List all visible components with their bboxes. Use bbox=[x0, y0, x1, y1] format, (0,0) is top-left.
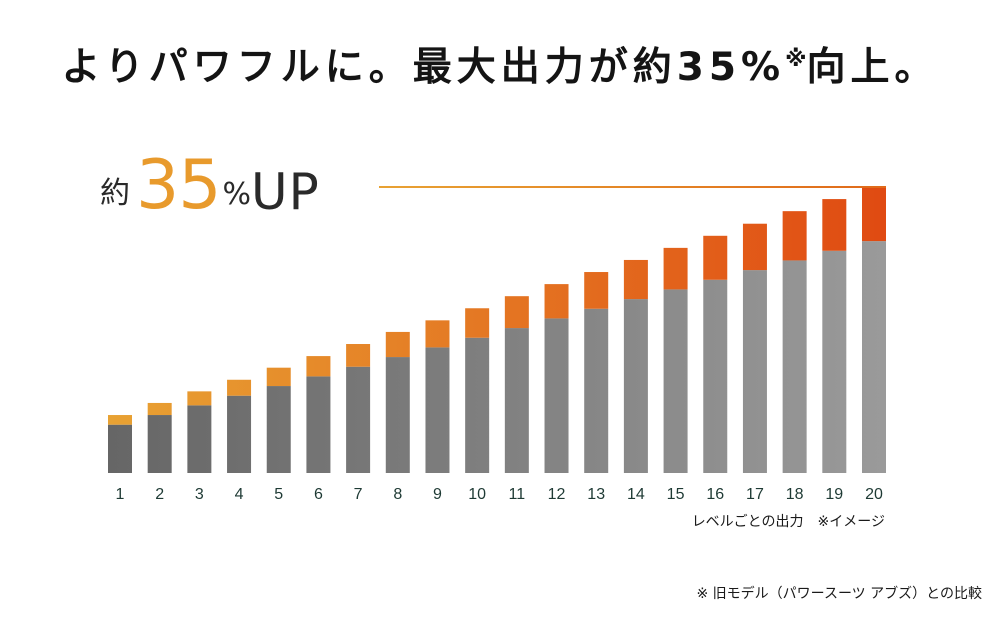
x-tick-label-13: 13 bbox=[587, 486, 605, 503]
bar-increase-level-14 bbox=[623, 259, 648, 300]
bar-increase-level-4 bbox=[227, 379, 252, 396]
bar-old-model-level-14 bbox=[623, 299, 648, 473]
bar-old-model-level-8 bbox=[385, 357, 410, 473]
x-tick-label-2: 2 bbox=[155, 486, 164, 503]
bar-old-model-level-19 bbox=[822, 250, 847, 473]
x-tick-label-6: 6 bbox=[314, 486, 323, 503]
bar-increase-level-13 bbox=[584, 272, 609, 309]
bar-old-model-level-11 bbox=[504, 328, 529, 473]
bar-old-model-level-3 bbox=[187, 405, 212, 473]
comparison-footnote: ※ 旧モデル（パワースーツ アブズ）との比較 bbox=[696, 586, 982, 602]
bar-increase-level-6 bbox=[306, 356, 331, 377]
headline: よりパワフルに。最大出力が約35%※向上。 bbox=[0, 36, 1000, 92]
bar-old-model-level-16 bbox=[703, 279, 728, 473]
x-tick-label-12: 12 bbox=[548, 486, 566, 503]
bar-increase-level-18 bbox=[782, 211, 807, 261]
x-tick-label-7: 7 bbox=[354, 486, 363, 503]
x-tick-label-14: 14 bbox=[627, 486, 645, 503]
x-tick-label-11: 11 bbox=[509, 486, 526, 503]
bar-old-model-level-4 bbox=[227, 395, 252, 473]
x-tick-label-9: 9 bbox=[433, 486, 442, 503]
bar-old-model-level-17 bbox=[742, 270, 767, 473]
bar-old-model-level-12 bbox=[544, 318, 569, 473]
x-tick-label-1: 1 bbox=[116, 486, 125, 503]
headline-footnote-mark: ※ bbox=[785, 47, 807, 72]
x-tick-label-5: 5 bbox=[274, 486, 283, 503]
x-tick-label-4: 4 bbox=[235, 486, 244, 503]
chart-caption: レベルごとの出力 ※イメージ bbox=[691, 514, 885, 530]
bar-increase-level-16 bbox=[703, 235, 728, 280]
bar-old-model-level-13 bbox=[584, 308, 609, 473]
bar-increase-level-1 bbox=[108, 415, 132, 425]
bar-increase-level-7 bbox=[346, 344, 371, 367]
bars-group bbox=[108, 187, 886, 473]
headline-tail: 向上。 bbox=[806, 45, 939, 90]
bar-increase-level-15 bbox=[663, 247, 688, 290]
bar-increase-level-9 bbox=[425, 320, 450, 348]
headline-main: よりパワフルに。最大出力が約35% bbox=[61, 45, 786, 90]
bar-old-model-level-10 bbox=[465, 337, 490, 473]
bar-old-model-level-20 bbox=[862, 241, 886, 473]
x-tick-label-19: 19 bbox=[825, 486, 843, 503]
x-tick-label-20: 20 bbox=[865, 486, 883, 503]
bar-old-model-level-5 bbox=[266, 386, 291, 473]
bar-old-model-level-9 bbox=[425, 347, 450, 473]
bar-increase-level-12 bbox=[544, 284, 569, 319]
x-tick-label-16: 16 bbox=[706, 486, 724, 503]
bar-increase-level-11 bbox=[504, 296, 529, 329]
x-tick-label-10: 10 bbox=[468, 486, 486, 503]
bar-increase-level-10 bbox=[465, 308, 490, 338]
bar-increase-level-17 bbox=[742, 223, 767, 271]
bar-old-model-level-6 bbox=[306, 376, 331, 473]
bar-old-model-level-1 bbox=[108, 424, 132, 473]
bar-increase-level-19 bbox=[822, 199, 847, 251]
bar-increase-level-5 bbox=[266, 367, 291, 387]
bar-old-model-level-2 bbox=[147, 415, 172, 473]
bar-increase-level-8 bbox=[385, 331, 410, 358]
callout-number: 35 bbox=[136, 146, 222, 225]
bar-increase-level-20 bbox=[862, 187, 886, 242]
bar-increase-level-3 bbox=[187, 391, 212, 406]
x-tick-label-17: 17 bbox=[746, 486, 764, 503]
x-tick-label-8: 8 bbox=[393, 486, 402, 503]
x-tick-label-15: 15 bbox=[667, 486, 685, 503]
x-tick-labels: 1 2 3 4 5 6 7 8 9 10 11 12 13 14 15 16 17 18 19 20 bbox=[116, 486, 883, 503]
bar-old-model-level-15 bbox=[663, 289, 688, 473]
bar-old-model-level-18 bbox=[782, 260, 807, 473]
x-tick-label-18: 18 bbox=[786, 486, 804, 503]
callout-percent: % bbox=[222, 177, 252, 212]
bar-old-model-level-7 bbox=[346, 366, 371, 473]
bar-increase-level-2 bbox=[147, 402, 172, 416]
callout-approx: 約 bbox=[100, 176, 130, 211]
increase-callout: 約 35 % UP bbox=[100, 140, 320, 220]
x-tick-label-3: 3 bbox=[195, 486, 204, 503]
callout-up: UP bbox=[251, 163, 320, 221]
